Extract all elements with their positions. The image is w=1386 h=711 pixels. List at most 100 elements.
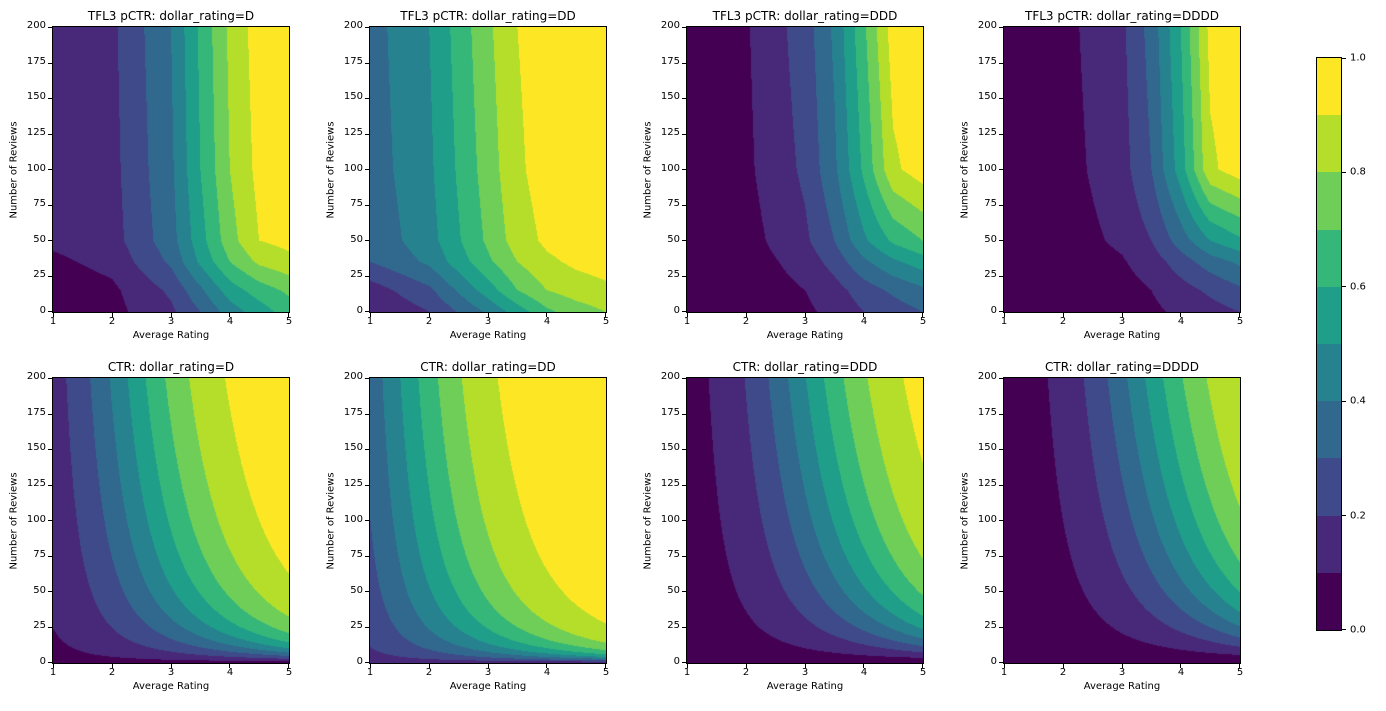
x-axis-label: Average Rating — [766, 681, 844, 692]
y-tick-mark — [682, 98, 686, 99]
y-tick-label: 175 — [26, 55, 46, 67]
subplot-title: CTR: dollar_rating=DDDD — [1044, 360, 1199, 374]
x-tick-label: 1 — [49, 316, 57, 327]
x-tick-label: 3 — [167, 316, 175, 327]
x-tick-mark — [1122, 313, 1123, 317]
x-tick-mark — [687, 313, 688, 317]
plot-area — [365, 377, 607, 668]
x-tick-mark — [805, 664, 806, 668]
plot-area — [48, 377, 290, 668]
y-tick-mark — [999, 520, 1003, 521]
x-tick-label: 4 — [1177, 667, 1185, 678]
x-tick-mark — [863, 664, 864, 668]
x-tick-label: 3 — [167, 667, 175, 678]
plot-area — [365, 26, 607, 317]
x-tick-label: 2 — [742, 667, 750, 678]
x-tick-label: 2 — [1059, 316, 1067, 327]
plot-area — [999, 26, 1241, 317]
subplot-title: CTR: dollar_rating=DDD — [732, 360, 878, 374]
y-tick-label: 125 — [977, 126, 997, 138]
colorbar-segment — [1317, 515, 1341, 573]
y-tick-label: 175 — [660, 406, 680, 418]
y-axis-label: Number of Reviews — [325, 471, 337, 570]
x-tick-mark — [53, 313, 54, 317]
y-tick-label: 100 — [977, 513, 997, 525]
y-tick-mark — [365, 627, 369, 628]
contour-canvas — [370, 27, 606, 312]
plot-area — [682, 26, 924, 317]
y-tick-label: 100 — [343, 513, 363, 525]
y-tick-mark — [682, 378, 686, 379]
x-axis-label: Average Rating — [1083, 330, 1161, 341]
y-tick-mark — [365, 556, 369, 557]
x-tick-mark — [1180, 313, 1181, 317]
x-tick-label: 5 — [1236, 316, 1244, 327]
y-tick-mark — [999, 27, 1003, 28]
y-tick-label: 175 — [977, 55, 997, 67]
y-tick-label: 50 — [667, 584, 680, 596]
y-tick-label: 200 — [343, 20, 363, 31]
y-tick-labels: 0 25 50 75 100 125 150 175 200 — [656, 371, 686, 667]
y-tick-mark — [999, 311, 1003, 312]
x-tick-labels: 1 2 3 4 5 — [367, 313, 609, 329]
y-tick-label: 25 — [984, 269, 997, 281]
y-tick-mark — [999, 627, 1003, 628]
x-tick-label: 3 — [1118, 667, 1126, 678]
y-tick-mark — [999, 414, 1003, 415]
y-tick-mark — [999, 63, 1003, 64]
x-axis-label: Average Rating — [766, 330, 844, 341]
y-tick-labels: 0 25 50 75 100 125 150 175 200 — [22, 20, 52, 316]
y-tick-label: 175 — [977, 406, 997, 418]
x-tick-label: 5 — [919, 667, 927, 678]
x-tick-mark — [687, 664, 688, 668]
subplot-1-1: CTR: dollar_rating=DD Number of Reviews 0 2… — [323, 358, 640, 694]
colorbar-tick-label: 0.0 — [1350, 624, 1366, 636]
plot-area — [48, 26, 290, 317]
y-tick-mark — [365, 169, 369, 170]
subplot-1-0: CTR: dollar_rating=D Number of Reviews 0 25… — [6, 358, 323, 694]
colorbar-tick-mark — [1342, 286, 1346, 287]
y-axis-label-wrap: Number of Reviews — [640, 26, 656, 313]
y-tick-mark — [682, 205, 686, 206]
y-tick-mark — [48, 378, 52, 379]
y-tick-mark — [999, 449, 1003, 450]
x-tick-label: 2 — [742, 316, 750, 327]
x-tick-label: 1 — [683, 667, 691, 678]
y-tick-label: 175 — [343, 55, 363, 67]
y-tick-mark — [999, 98, 1003, 99]
subplot-grid: TFL3 pCTR: dollar_rating=D Number of Revi… — [6, 7, 1274, 694]
y-tick-mark — [365, 205, 369, 206]
y-axis-label-wrap: Number of Reviews — [6, 377, 22, 664]
y-tick-label: 200 — [660, 20, 680, 31]
y-tick-mark — [365, 134, 369, 135]
x-tick-mark — [1063, 313, 1064, 317]
y-axis-label: Number of Reviews — [8, 471, 20, 570]
y-tick-label: 175 — [343, 406, 363, 418]
y-tick-label: 100 — [660, 162, 680, 174]
y-tick-mark — [48, 591, 52, 592]
y-tick-label: 200 — [977, 371, 997, 382]
x-tick-label: 2 — [108, 316, 116, 327]
x-tick-mark — [429, 313, 430, 317]
y-tick-mark — [365, 63, 369, 64]
colorbar-tick-mark — [1342, 172, 1346, 173]
y-tick-mark — [682, 485, 686, 486]
y-tick-label: 175 — [26, 406, 46, 418]
y-tick-label: 150 — [977, 91, 997, 103]
x-tick-label: 4 — [543, 316, 551, 327]
subplot-0-1: TFL3 pCTR: dollar_rating=DD Number of Rev… — [323, 7, 640, 343]
y-tick-mark — [48, 449, 52, 450]
y-tick-label: 75 — [667, 198, 680, 210]
x-tick-label: 3 — [484, 667, 492, 678]
x-tick-label: 2 — [1059, 667, 1067, 678]
x-tick-mark — [1180, 664, 1181, 668]
colorbar-tick-mark — [1342, 515, 1346, 516]
contour-canvas — [687, 378, 923, 663]
y-tick-label: 25 — [984, 620, 997, 632]
y-tick-mark — [48, 627, 52, 628]
y-tick-labels: 0 25 50 75 100 125 150 175 200 — [973, 20, 1003, 316]
y-tick-label: 125 — [343, 126, 363, 138]
colorbar-gradient — [1316, 57, 1342, 631]
y-tick-label: 75 — [33, 198, 46, 210]
y-tick-mark — [365, 240, 369, 241]
